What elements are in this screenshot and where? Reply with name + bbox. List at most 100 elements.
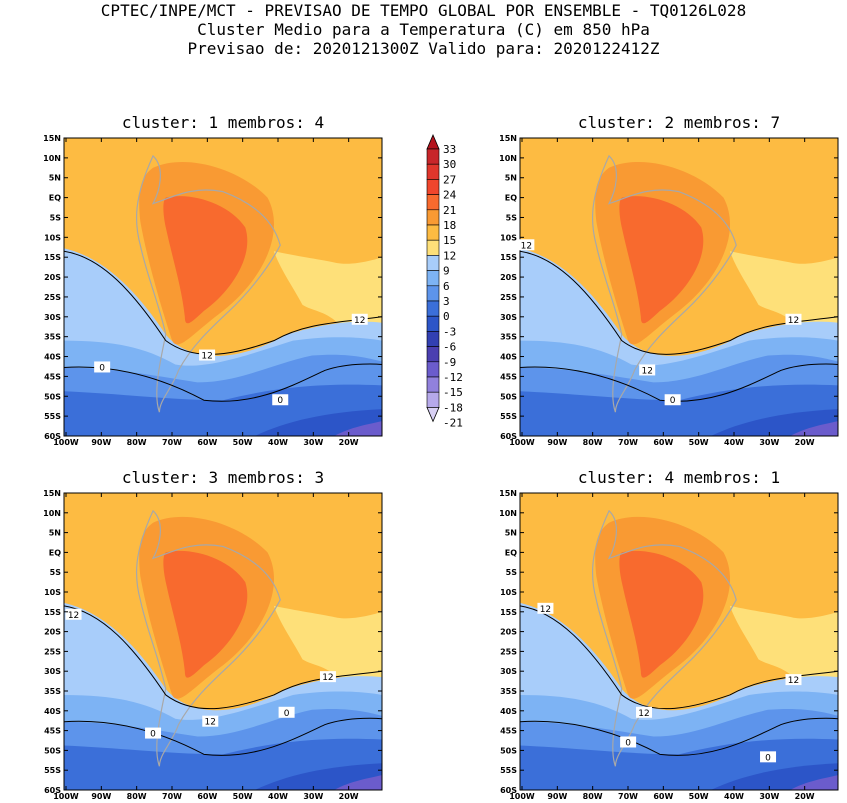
lat-label: 60S [500,432,517,441]
lat-label: 55S [500,766,517,775]
contour-label: 0 [284,709,290,719]
lon-label: 70W [618,792,638,801]
lat-label: 25S [500,647,517,656]
colorbar-label: 3 [443,295,450,308]
lat-label: 5N [505,174,517,183]
colorbar-label: 24 [443,189,457,202]
contour-label: 12 [540,605,551,615]
lat-label: 5N [505,529,517,538]
temperature-band [790,775,838,790]
lat-label: 30S [44,313,61,322]
colorbar-swatch [426,376,440,393]
lat-label: 5N [49,174,61,183]
temperature-band [334,421,382,436]
temperature-band [163,550,248,678]
contour-label: 0 [277,396,283,406]
contour-label-box [664,394,681,406]
contour-label-box [620,736,637,748]
panel-2-title: cluster: 2 membros: 7 [577,113,781,132]
colorbar-swatch [426,163,440,180]
isotherm-line [520,364,838,401]
lon-label: 20W [339,438,359,447]
lat-label: 60S [44,786,61,795]
contour-label: 0 [670,396,676,406]
lon-label: 30W [759,438,779,447]
lon-label: 20W [339,792,359,801]
lat-label: 20S [500,628,517,637]
temperature-band [273,251,382,326]
colorbar-label: -6 [443,341,456,354]
lon-label: 100W [509,438,535,447]
lat-label: EQ [49,194,61,203]
lon-label: 80W [127,792,147,801]
lat-label: 60S [44,432,61,441]
lat-label: 30S [44,667,61,676]
lat-label: 45S [500,372,517,381]
lat-label: 45S [44,372,61,381]
lon-label: 30W [303,438,323,447]
colorbar-swatch [426,391,440,408]
lat-label: 15S [500,608,517,617]
lat-label: 10N [499,154,517,163]
contour-label-box [65,608,82,620]
colorbar-label: -21 [443,417,463,430]
lon-label: 20W [795,792,815,801]
lat-label: 50S [44,392,61,401]
coastline [137,156,281,412]
colorbar-label: -9 [443,356,456,369]
colorbar-label: -18 [443,401,463,414]
lat-label: 15N [499,134,517,143]
lon-label: 70W [162,792,182,801]
isotherm-line [64,364,382,401]
colorbar-swatch [426,331,440,347]
colorbar-swatch [426,224,440,241]
lat-label: 40S [44,707,61,716]
colorbar-swatch [426,209,440,226]
colorbar-swatch [426,239,440,256]
colorbar-label: -15 [443,386,463,399]
lat-label: 25S [44,647,61,656]
contour-label: 12 [521,241,532,251]
lon-label: 50W [233,792,253,801]
lon-label: 60W [197,792,217,801]
contour-label: 0 [99,363,105,373]
lon-label: 60W [197,438,217,447]
colorbar-swatch [426,270,440,287]
lat-label: 40S [500,707,517,716]
contour-label: 12 [68,611,79,621]
lon-label: 100W [53,438,79,447]
colorbar-label: 6 [443,280,450,293]
temperature-band [334,775,382,790]
lat-label: 5S [506,568,518,577]
colorbar-bottom-arrow [426,406,440,423]
lat-label: 35S [500,333,517,342]
colorbar-swatch [426,300,440,317]
lon-label: 90W [547,438,567,447]
temperature-band [729,605,838,681]
lat-label: 35S [44,333,61,342]
lat-label: 10S [500,588,517,597]
panel-3-frame [63,492,383,791]
contour-label: 12 [788,676,799,686]
contour-label: 12 [354,316,365,326]
lat-label: 50S [500,746,517,755]
colorbar-swatch [426,315,440,332]
panel-4-frame [519,492,839,791]
panel-1-map [64,138,382,436]
lat-label: 25S [500,293,517,302]
contour-label: 12 [788,316,799,326]
coastline [593,156,737,412]
isotherm-line [520,718,838,755]
lat-label: 10N [43,154,61,163]
panel-4-map [520,493,838,790]
colorbar-swatch [426,361,440,378]
panel-1-frame [63,137,383,437]
contour-label-box [145,727,162,739]
colorbar-swatch [426,194,440,211]
lat-label: 50S [500,392,517,401]
lat-label: 35S [44,687,61,696]
isotherm-line [64,718,382,755]
contour-label: 12 [322,673,333,683]
lon-label: 40W [268,438,288,447]
lat-label: 15S [44,608,61,617]
